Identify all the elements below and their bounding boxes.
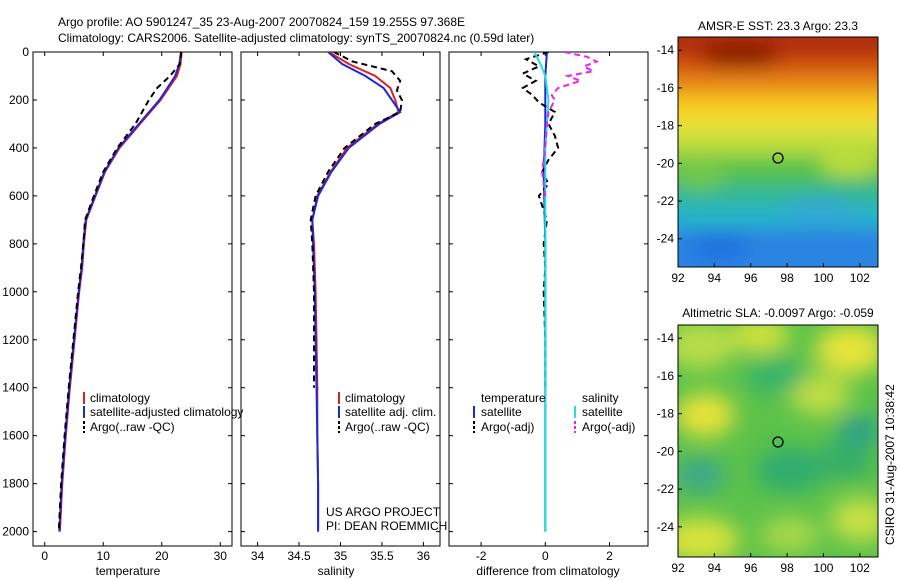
temperature-series-satellite-adjusted-climatology bbox=[58, 52, 183, 532]
map-lon-tick-label: 92 bbox=[671, 561, 685, 575]
temperature-series-argo-raw-qc- bbox=[57, 52, 183, 532]
sst-map-title: AMSR-E SST: 23.3 Argo: 23.3 bbox=[698, 19, 858, 33]
temperature-legend: climatology satellite-adjusted climatolo… bbox=[83, 391, 243, 434]
map-lon-tick-label: 98 bbox=[780, 561, 794, 575]
map-lon-tick-label: 92 bbox=[671, 271, 685, 285]
depth-tick-label: 0 bbox=[22, 45, 29, 59]
salinity-xtick-label: 36 bbox=[417, 549, 431, 563]
map-lat-tick-label: -14 bbox=[657, 331, 675, 345]
salinity-xlabel: salinity bbox=[318, 564, 355, 578]
figure-title-line2: Climatology: CARS2006. Satellite-adjuste… bbox=[58, 31, 534, 45]
temperature-xlabel: temperature bbox=[96, 564, 161, 578]
map-lon-tick-label: 94 bbox=[708, 271, 722, 285]
salinity-xtick-label: 35 bbox=[334, 549, 348, 563]
salinity-xtick-label: 35.5 bbox=[370, 549, 394, 563]
map-lat-tick-label: -16 bbox=[657, 369, 675, 383]
salinity-series-satellite-adj-clim- bbox=[311, 52, 402, 532]
temperature-xtick-label: 0 bbox=[41, 549, 48, 563]
depth-tick-label: 1200 bbox=[2, 333, 29, 347]
legend-label-sal-argo: Argo(-adj) bbox=[582, 420, 635, 434]
figure-title-line1: Argo profile: AO 5901247_35 23-Aug-2007 … bbox=[58, 15, 465, 29]
map-lat-tick-label: -24 bbox=[657, 232, 675, 246]
difference-legend: temperature satellite Argo(-adj) salinit… bbox=[473, 391, 635, 434]
depth-tick-label: 800 bbox=[9, 237, 29, 251]
sst-map-field bbox=[678, 37, 878, 267]
difference-xlabel: difference from climatology bbox=[476, 564, 619, 578]
map-lat-tick-label: -20 bbox=[657, 444, 675, 458]
legend-label-temp-argo: Argo(-adj) bbox=[481, 420, 534, 434]
legend-label-climatology: climatology bbox=[345, 391, 405, 405]
legend-label-sal-satellite: satellite bbox=[582, 405, 623, 419]
map-lat-tick-label: -20 bbox=[657, 156, 675, 170]
sst-map-frame bbox=[677, 36, 879, 268]
map-lon-tick-label: 96 bbox=[744, 271, 758, 285]
legend-label-argo: Argo(..raw -QC) bbox=[90, 420, 175, 434]
map-lat-tick-label: -22 bbox=[657, 482, 675, 496]
map-lat-tick-label: -22 bbox=[657, 194, 675, 208]
depth-tick-label: 200 bbox=[9, 93, 29, 107]
sla-map-field bbox=[678, 325, 878, 557]
sla-map-title: Altimetric SLA: -0.0097 Argo: -0.059 bbox=[682, 306, 874, 320]
pi-annotation: PI: DEAN ROEMMICH bbox=[326, 519, 447, 533]
map-lat-tick-label: -18 bbox=[657, 119, 675, 133]
difference-xtick-label: -2 bbox=[476, 549, 487, 563]
project-annotation: US ARGO PROJECT bbox=[326, 505, 441, 519]
temperature-xtick-label: 20 bbox=[155, 549, 169, 563]
difference-series-temperature-argo-adj- bbox=[520, 52, 560, 388]
legend-heading-temperature: temperature bbox=[481, 391, 546, 405]
depth-tick-label: 1400 bbox=[2, 381, 29, 395]
argo-location-marker bbox=[772, 152, 784, 164]
depth-tick-label: 1600 bbox=[2, 429, 29, 443]
depth-tick-label: 2000 bbox=[2, 525, 29, 539]
argo-location-marker bbox=[772, 436, 784, 448]
temperature-xtick-label: 30 bbox=[214, 549, 228, 563]
sla-map-frame bbox=[677, 324, 879, 558]
difference-series-salinity-argo-adj- bbox=[541, 52, 600, 197]
legend-heading-salinity: salinity bbox=[582, 391, 619, 405]
legend-label-temp-satellite: satellite bbox=[481, 405, 522, 419]
temperature-xtick-label: 10 bbox=[97, 549, 111, 563]
map-lon-tick-label: 102 bbox=[850, 561, 870, 575]
salinity-legend: climatology satellite adj. clim. Argo(..… bbox=[338, 391, 436, 434]
legend-label-climatology: climatology bbox=[90, 391, 150, 405]
depth-tick-label: 400 bbox=[9, 141, 29, 155]
map-lon-tick-label: 100 bbox=[813, 271, 833, 285]
map-lon-tick-label: 102 bbox=[850, 271, 870, 285]
depth-tick-label: 1800 bbox=[2, 477, 29, 491]
depth-tick-label: 600 bbox=[9, 189, 29, 203]
depth-tick-label: 1000 bbox=[2, 285, 29, 299]
map-lat-tick-label: -16 bbox=[657, 81, 675, 95]
csiro-timestamp-label: CSIRO 31-Aug-2007 10:38:42 bbox=[883, 384, 897, 545]
difference-xtick-label: 0 bbox=[542, 549, 549, 563]
map-lat-tick-label: -18 bbox=[657, 407, 675, 421]
difference-xtick-label: 2 bbox=[606, 549, 613, 563]
salinity-plot-frame bbox=[240, 51, 441, 547]
map-lon-tick-label: 100 bbox=[813, 561, 833, 575]
salinity-xtick-label: 34 bbox=[251, 549, 265, 563]
map-lon-tick-label: 94 bbox=[708, 561, 722, 575]
map-lat-tick-label: -24 bbox=[657, 520, 675, 534]
temperature-plot-frame bbox=[32, 51, 233, 547]
salinity-series-climatology bbox=[311, 52, 400, 532]
legend-label-satellite: satellite-adjusted climatology bbox=[90, 405, 243, 419]
difference-series-salinity-satellite bbox=[533, 52, 550, 532]
difference-plot-frame bbox=[448, 51, 649, 547]
map-lat-tick-label: -14 bbox=[657, 43, 675, 57]
salinity-xtick-label: 34.5 bbox=[287, 549, 311, 563]
map-lon-tick-label: 98 bbox=[780, 271, 794, 285]
salinity-series-argo-raw-qc- bbox=[309, 52, 403, 388]
legend-label-argo: Argo(..raw -QC) bbox=[345, 420, 430, 434]
legend-label-satellite: satellite adj. clim. bbox=[345, 405, 436, 419]
map-lon-tick-label: 96 bbox=[744, 561, 758, 575]
